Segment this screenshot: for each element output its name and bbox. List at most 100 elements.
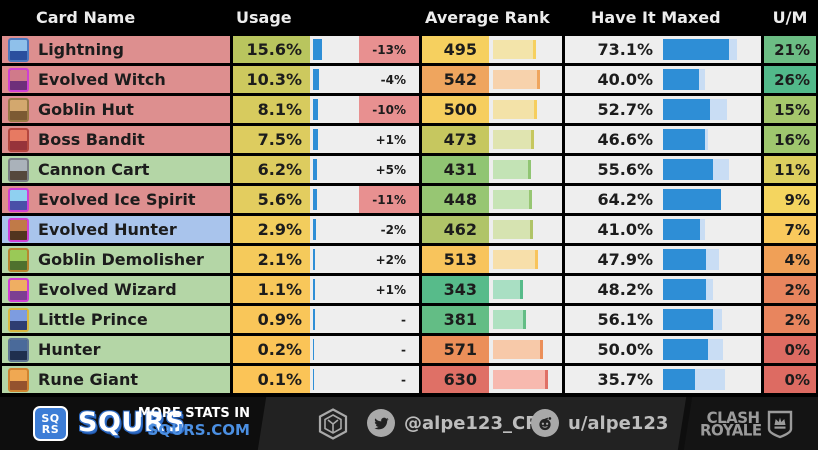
usage-value: 1.1% xyxy=(233,276,310,303)
usage-bar-track: +1% xyxy=(310,126,419,153)
um-cell: 11% xyxy=(764,156,816,183)
table-row: Evolved Hunter 2.9% -2% 462 41.0% xyxy=(2,216,816,243)
usage-value: 0.9% xyxy=(233,306,310,333)
card-icon-art xyxy=(10,279,27,291)
average-rank-cell: 571 xyxy=(422,336,562,363)
average-rank-value: 571 xyxy=(422,336,489,363)
usage-change-badge: -10% xyxy=(359,96,419,123)
reddit-icon[interactable] xyxy=(531,409,559,437)
card-icon-art-bottom xyxy=(10,80,27,90)
card-icon xyxy=(8,187,29,212)
maxed-bar xyxy=(663,309,713,330)
have-it-maxed-value: 41.0% xyxy=(597,220,653,239)
card-name-cell: Evolved Ice Spirit xyxy=(2,186,230,213)
usage-change-badge: -13% xyxy=(359,36,419,63)
have-it-maxed-cell: 64.2% xyxy=(565,186,761,213)
card-name-label: Evolved Ice Spirit xyxy=(38,190,196,209)
usage-value: 0.2% xyxy=(233,336,310,363)
usage-bar-track: +5% xyxy=(310,156,419,183)
usage-bar-track: -13% xyxy=(310,36,419,63)
usage-bar xyxy=(313,39,322,60)
card-name-label: Evolved Hunter xyxy=(38,220,177,239)
card-name-cell: Goblin Demolisher xyxy=(2,246,230,273)
maxed-bar-track xyxy=(663,219,705,240)
card-icon-art-bottom xyxy=(10,320,27,330)
table-body: Lightning 15.6% -13% 495 73.1% xyxy=(2,36,816,396)
reddit-handle[interactable]: u/alpe123 xyxy=(568,412,669,434)
have-it-maxed-cell: 48.2% xyxy=(565,276,761,303)
have-it-maxed-value: 40.0% xyxy=(597,70,653,89)
table-row: Little Prince 0.9% - 381 56.1% xyxy=(2,306,816,333)
average-rank-value: 343 xyxy=(422,276,489,303)
average-rank-cell: 381 xyxy=(422,306,562,333)
card-name-label: Goblin Hut xyxy=(38,100,134,119)
rank-bar xyxy=(493,160,531,179)
usage-value: 15.6% xyxy=(233,36,310,63)
card-name-cell: Evolved Witch xyxy=(2,66,230,93)
col-header-um: U/M xyxy=(772,8,808,27)
average-rank-cell: 431 xyxy=(422,156,562,183)
card-icon-art xyxy=(10,369,27,381)
usage-change-badge: - xyxy=(401,312,406,327)
card-name-cell: Little Prince xyxy=(2,306,230,333)
average-rank-value: 513 xyxy=(422,246,489,273)
card-icon-art-bottom xyxy=(10,200,27,210)
maxed-bar-track xyxy=(663,99,727,120)
usage-bar xyxy=(313,159,317,180)
card-icon-art-bottom xyxy=(10,290,27,300)
table-row: Cannon Cart 6.2% +5% 431 55.6% xyxy=(2,156,816,183)
have-it-maxed-cell: 35.7% xyxy=(565,366,761,393)
average-rank-cell: 495 xyxy=(422,36,562,63)
card-icon xyxy=(8,37,29,62)
maxed-bar-track xyxy=(663,39,737,60)
table-row: Evolved Ice Spirit 5.6% -11% 448 64.2% xyxy=(2,186,816,213)
usage-cell: 10.3% -4% xyxy=(233,66,419,93)
card-icon-art xyxy=(10,69,27,81)
maxed-bar-extension xyxy=(729,39,737,60)
have-it-maxed-cell: 47.9% xyxy=(565,246,761,273)
usage-bar xyxy=(313,69,319,90)
col-header-average-rank: Average Rank xyxy=(425,8,550,27)
average-rank-cell: 500 xyxy=(422,96,562,123)
usage-bar-track: - xyxy=(310,366,419,393)
maxed-bar-track xyxy=(663,369,725,390)
hexagon-logo-icon xyxy=(318,408,348,444)
rank-bar-track xyxy=(489,126,562,153)
twitter-block: @alpe123_CR xyxy=(367,409,539,437)
usage-cell: 0.9% - xyxy=(233,306,419,333)
maxed-bar-extension xyxy=(713,159,729,180)
usage-bar-track: - xyxy=(310,306,419,333)
card-name-cell: Boss Bandit xyxy=(2,126,230,153)
usage-cell: 8.1% -10% xyxy=(233,96,419,123)
card-name-cell: Evolved Wizard xyxy=(2,276,230,303)
card-icon-art-bottom xyxy=(10,230,27,240)
col-header-have-it-maxed: Have It Maxed xyxy=(591,8,721,27)
card-name-label: Evolved Wizard xyxy=(38,280,177,299)
rank-bar-track xyxy=(489,366,562,393)
card-icon-art-bottom xyxy=(10,50,27,60)
usage-cell: 7.5% +1% xyxy=(233,126,419,153)
squrs-com-link[interactable]: SQURS.COM xyxy=(147,420,250,439)
clash-royale-line1: CLASH xyxy=(706,407,761,427)
usage-value: 10.3% xyxy=(233,66,310,93)
rank-bar-track xyxy=(489,36,562,63)
have-it-maxed-value: 52.7% xyxy=(597,100,653,119)
usage-cell: 6.2% +5% xyxy=(233,156,419,183)
maxed-bar xyxy=(663,129,705,150)
rank-bar-track xyxy=(489,186,562,213)
usage-change-badge: -4% xyxy=(380,72,406,87)
twitter-icon[interactable] xyxy=(367,409,395,437)
usage-cell: 5.6% -11% xyxy=(233,186,419,213)
twitter-handle[interactable]: @alpe123_CR xyxy=(404,412,540,434)
usage-bar xyxy=(313,219,316,240)
card-icon xyxy=(8,67,29,92)
card-icon xyxy=(8,277,29,302)
card-icon-art xyxy=(10,309,27,321)
maxed-bar-track xyxy=(663,339,723,360)
usage-bar-track: -2% xyxy=(310,216,419,243)
average-rank-value: 542 xyxy=(422,66,489,93)
usage-change-badge: -11% xyxy=(359,186,419,213)
maxed-bar-extension xyxy=(706,249,719,270)
col-header-usage: Usage xyxy=(236,8,292,27)
usage-value: 8.1% xyxy=(233,96,310,123)
